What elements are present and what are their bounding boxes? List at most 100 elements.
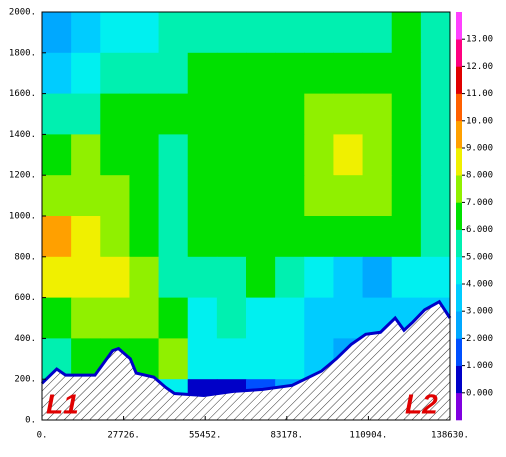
y-tick-label: 1400.	[9, 130, 36, 140]
contour-cell	[71, 12, 101, 54]
contour-cell	[100, 216, 130, 258]
x-tick-label: 138630.	[431, 431, 469, 441]
contour-cell	[333, 216, 364, 258]
colorbar-bin	[456, 93, 462, 122]
contour-cell	[129, 256, 160, 299]
contour-cell	[187, 12, 218, 54]
colorbar-bin	[456, 66, 462, 94]
contour-cell	[275, 256, 305, 299]
colorbar-label: 4.000	[466, 280, 493, 290]
y-tick-label: 2000.	[9, 8, 36, 18]
contour-cell	[158, 338, 189, 380]
y-tick-label: 800.	[14, 252, 36, 262]
contour-cell	[333, 297, 364, 339]
colorbar-bin	[456, 12, 462, 40]
x-tick-label: 0.	[37, 431, 48, 441]
contour-cell	[42, 256, 72, 299]
colorbar-bin	[456, 229, 462, 258]
terrain	[42, 301, 450, 420]
contour-cell	[42, 52, 72, 95]
colorbar-label: 8.000	[466, 171, 493, 181]
contour-cell	[158, 216, 189, 258]
contour-cell	[304, 52, 334, 95]
contour-cell	[391, 52, 422, 95]
contour-cell	[42, 297, 72, 339]
contour-cell	[42, 175, 72, 217]
contour-cell	[391, 134, 422, 176]
contour-cell	[71, 134, 101, 176]
contour-cell	[71, 52, 101, 95]
contour-cell	[187, 52, 218, 95]
contour-cell	[304, 216, 334, 258]
contour-cell	[187, 216, 218, 258]
contour-cell	[420, 93, 451, 135]
contour-cell	[71, 216, 101, 258]
contour-cell	[42, 93, 72, 135]
annotation: L2	[405, 388, 438, 419]
contour-cell	[216, 52, 247, 95]
contour-cell	[304, 93, 334, 135]
contour-cell	[333, 175, 364, 217]
contour-cell	[275, 338, 305, 380]
contour-cell	[71, 297, 101, 339]
contour-cell	[71, 93, 101, 135]
contour-cell	[391, 12, 422, 54]
contour-cell	[158, 256, 189, 299]
contour-cell	[362, 134, 393, 176]
contour-cell	[71, 175, 101, 217]
contour-cell	[158, 93, 189, 135]
contour-cell	[391, 175, 422, 217]
colorbar-bin	[456, 202, 462, 230]
terrain-edge	[40, 299, 452, 398]
colorbar-bin	[456, 256, 462, 285]
contour-cell	[246, 216, 276, 258]
y-tick-label: 400.	[14, 334, 36, 344]
contour-cell	[391, 93, 422, 135]
contour-cell	[216, 338, 247, 380]
contour-cell	[362, 256, 393, 299]
contour-cell	[129, 52, 160, 95]
contour-cell	[275, 134, 305, 176]
contour-cell	[246, 12, 276, 54]
colorbar-label: 11.00	[466, 89, 493, 99]
contour-cell	[187, 338, 218, 380]
colorbar-label: 12.00	[466, 62, 493, 72]
contour-cell	[275, 216, 305, 258]
contour-cell	[187, 297, 218, 339]
x-tick-label: 83178.	[271, 431, 304, 441]
contour-cell	[216, 216, 247, 258]
contour-cell	[304, 297, 334, 339]
contour-cell	[246, 256, 276, 299]
contour-cell	[100, 134, 130, 176]
contour-cell	[304, 12, 334, 54]
contour-cell	[304, 175, 334, 217]
contour-cell	[333, 256, 364, 299]
contour-cell	[362, 175, 393, 217]
colorbar-label: 13.00	[466, 35, 493, 45]
contour-cell	[42, 12, 72, 54]
contour-cell	[129, 93, 160, 135]
colorbar-bin	[456, 39, 462, 67]
colorbar-bin	[456, 120, 462, 149]
y-tick-label: 1600.	[9, 89, 36, 99]
contour-cell	[333, 52, 364, 95]
contour-cell	[216, 297, 247, 339]
contour-cell	[275, 52, 305, 95]
colorbar-label: 5.000	[466, 252, 493, 262]
y-tick-label: 1200.	[9, 171, 36, 181]
y-tick-label: 200.	[14, 375, 36, 385]
contour-cell	[100, 12, 130, 54]
x-tick-label: 110904.	[349, 431, 387, 441]
contour-cell	[216, 93, 247, 135]
contour-cell	[391, 216, 422, 258]
contour-cell	[246, 134, 276, 176]
contour-cell	[275, 12, 305, 54]
contour-cell	[100, 256, 130, 299]
contour-cell	[187, 256, 218, 299]
colorbar-label: 7.000	[466, 198, 493, 208]
colorbar-bin	[456, 365, 462, 394]
contour-cell	[362, 93, 393, 135]
contour-cell	[362, 216, 393, 258]
